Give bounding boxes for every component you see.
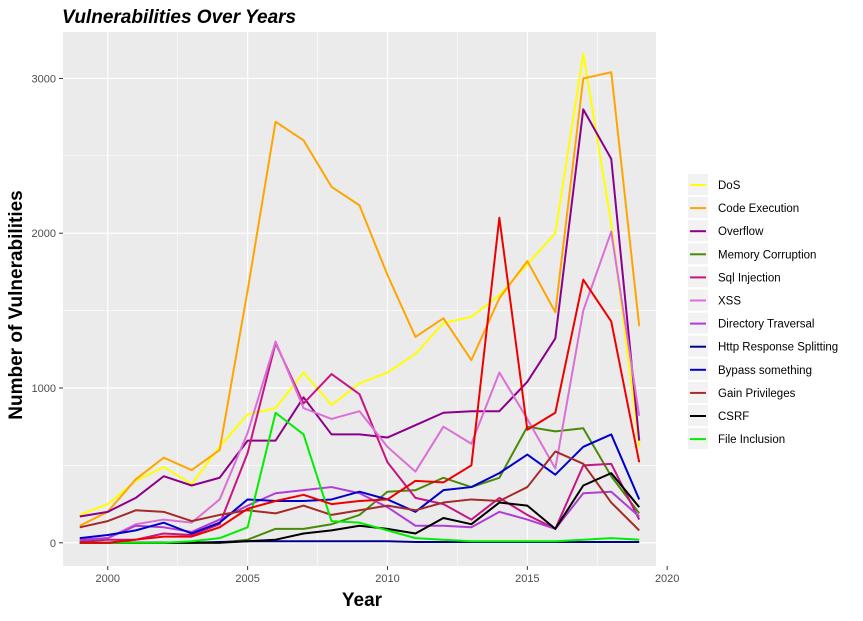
legend-label-csrf: CSRF (718, 411, 749, 423)
legend-label-directory-traversal: Directory Traversal (718, 319, 815, 331)
y-tick-label: 2000 (32, 228, 56, 240)
series-line-code-execution (79, 71, 641, 527)
legend-label-code-execution: Code Execution (718, 203, 799, 215)
y-tick-label: 3000 (32, 73, 56, 85)
grid-lines (63, 32, 668, 566)
legend-label-gain-privileges: Gain Privileges (718, 388, 796, 400)
series-line-file-inclusion (79, 411, 640, 544)
y-axis-title: Number of Vulnerabilities (6, 190, 27, 419)
series-line-sql-injection (79, 342, 641, 543)
x-tick-label: 2010 (375, 573, 399, 585)
series-line-gain-privileges (79, 450, 640, 532)
legend-label-sql-injection: Sql Injection (718, 272, 781, 284)
y-tick-label: 1000 (32, 383, 56, 395)
series-line-dos (79, 52, 641, 516)
legend: DoS Code Execution Overflow Memory Corrupti… (688, 174, 838, 450)
x-tick-label: 2020 (655, 573, 679, 585)
legend-label-overflow: Overflow (718, 226, 764, 238)
series-line-overflow (79, 108, 641, 518)
legend-label-bypass-something: Bypass something (718, 365, 812, 377)
series-line-bypass-something (79, 433, 641, 540)
series-line-xss (79, 230, 641, 541)
axes: 2000 2005 2010 2015 2020 0 1000 2000 3000 (32, 73, 680, 585)
legend-label-file-inclusion: File Inclusion (718, 434, 785, 446)
chart-title: Vulnerabilities Over Years (62, 7, 296, 28)
x-tick-label: 2005 (235, 573, 259, 585)
series-lines (79, 52, 641, 544)
x-tick-label: 2015 (515, 573, 539, 585)
series-line-directory-traversal (79, 486, 640, 541)
legend-label-dos: DoS (718, 180, 741, 192)
legend-label-memory-corruption: Memory Corruption (718, 249, 816, 261)
y-tick-label: 0 (50, 538, 56, 550)
series-line-unlabeled-12 (79, 216, 641, 544)
x-axis-title: Year (342, 590, 383, 611)
legend-label-xss: XSS (718, 296, 741, 308)
x-tick-label: 2000 (96, 573, 120, 585)
legend-label-http-response-splitting: Http Response Splitting (718, 342, 838, 354)
